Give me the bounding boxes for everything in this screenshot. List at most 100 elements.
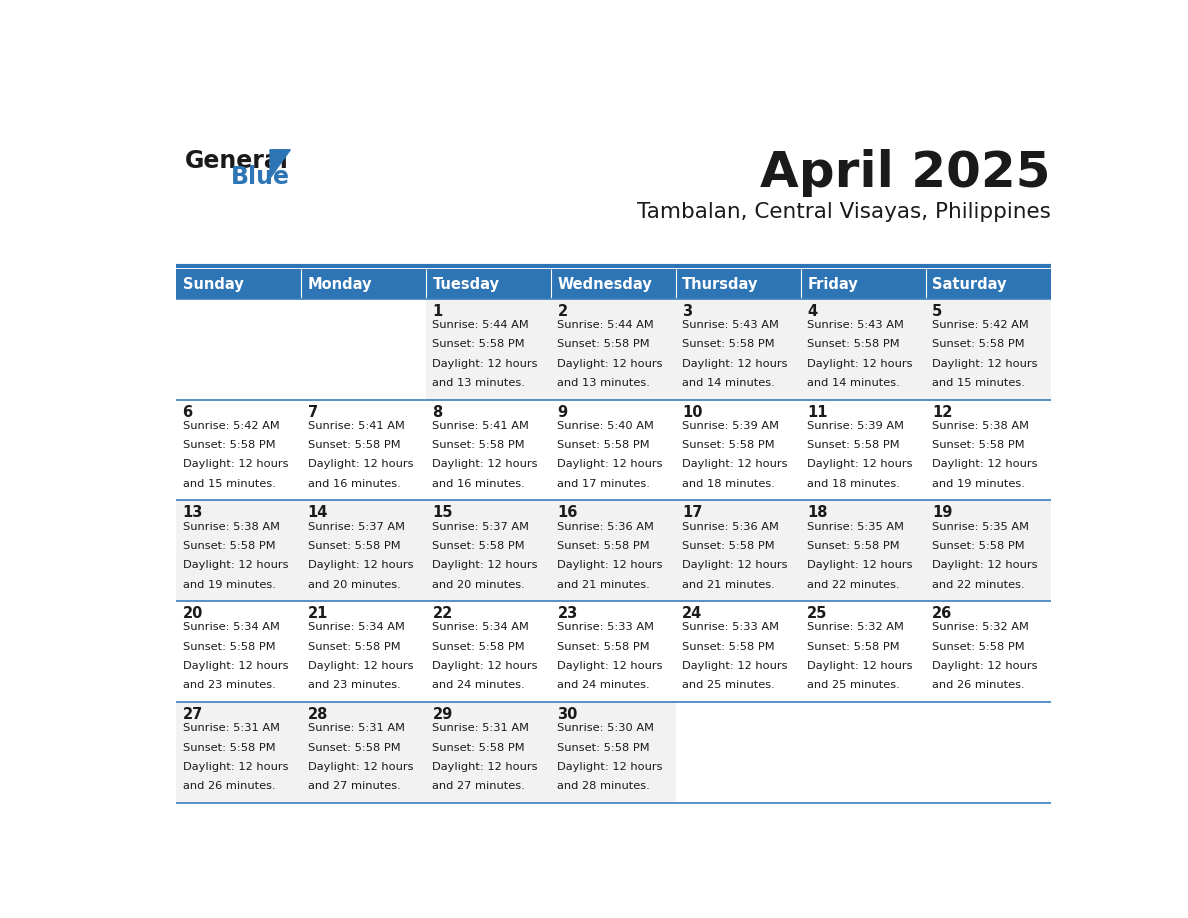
Text: and 23 minutes.: and 23 minutes. <box>308 680 400 690</box>
Bar <box>801 601 925 702</box>
Text: and 15 minutes.: and 15 minutes. <box>183 479 276 488</box>
Text: 5: 5 <box>933 304 942 319</box>
Bar <box>551 601 676 702</box>
Text: and 23 minutes.: and 23 minutes. <box>183 680 276 690</box>
Polygon shape <box>270 150 290 178</box>
Text: and 26 minutes.: and 26 minutes. <box>933 680 1025 690</box>
Text: Sunset: 5:58 PM: Sunset: 5:58 PM <box>308 441 400 450</box>
Text: and 18 minutes.: and 18 minutes. <box>682 479 776 488</box>
Text: Sunset: 5:58 PM: Sunset: 5:58 PM <box>557 642 650 652</box>
Text: Sunrise: 5:41 AM: Sunrise: 5:41 AM <box>432 420 530 431</box>
Text: 2: 2 <box>557 304 568 319</box>
Text: Daylight: 12 hours: Daylight: 12 hours <box>682 359 788 369</box>
Text: and 20 minutes.: and 20 minutes. <box>308 579 400 589</box>
Text: Sunset: 5:58 PM: Sunset: 5:58 PM <box>682 642 775 652</box>
Text: Sunset: 5:58 PM: Sunset: 5:58 PM <box>682 340 775 350</box>
Text: 26: 26 <box>933 606 953 621</box>
Text: and 16 minutes.: and 16 minutes. <box>308 479 400 488</box>
Text: Sunset: 5:58 PM: Sunset: 5:58 PM <box>183 743 276 753</box>
Text: and 25 minutes.: and 25 minutes. <box>682 680 775 690</box>
Bar <box>676 500 801 601</box>
Text: Sunset: 5:58 PM: Sunset: 5:58 PM <box>808 541 901 551</box>
Text: Sunrise: 5:39 AM: Sunrise: 5:39 AM <box>808 420 904 431</box>
Text: Sunrise: 5:33 AM: Sunrise: 5:33 AM <box>682 622 779 633</box>
Text: Daylight: 12 hours: Daylight: 12 hours <box>808 560 912 570</box>
Bar <box>801 269 925 299</box>
Text: Sunset: 5:58 PM: Sunset: 5:58 PM <box>933 441 1025 450</box>
Text: Sunrise: 5:31 AM: Sunrise: 5:31 AM <box>308 723 405 733</box>
Text: and 16 minutes.: and 16 minutes. <box>432 479 525 488</box>
Bar <box>801 299 925 399</box>
Text: Saturday: Saturday <box>933 276 1006 292</box>
Text: 4: 4 <box>808 304 817 319</box>
Bar <box>426 399 551 500</box>
Text: Daylight: 12 hours: Daylight: 12 hours <box>808 460 912 469</box>
Text: Sunset: 5:58 PM: Sunset: 5:58 PM <box>682 441 775 450</box>
Text: and 24 minutes.: and 24 minutes. <box>557 680 650 690</box>
Text: Daylight: 12 hours: Daylight: 12 hours <box>557 359 663 369</box>
Text: 24: 24 <box>682 606 702 621</box>
Text: Sunrise: 5:31 AM: Sunrise: 5:31 AM <box>183 723 279 733</box>
Text: Sunset: 5:58 PM: Sunset: 5:58 PM <box>432 340 525 350</box>
Bar <box>801 500 925 601</box>
Text: 7: 7 <box>308 405 317 420</box>
Bar <box>426 500 551 601</box>
Bar <box>301 702 426 803</box>
Bar <box>551 299 676 399</box>
Text: Sunrise: 5:44 AM: Sunrise: 5:44 AM <box>557 320 655 330</box>
Text: and 27 minutes.: and 27 minutes. <box>432 781 525 791</box>
Bar <box>176 601 301 702</box>
Text: and 25 minutes.: and 25 minutes. <box>808 680 901 690</box>
Bar <box>551 269 676 299</box>
Text: Sunrise: 5:30 AM: Sunrise: 5:30 AM <box>557 723 655 733</box>
Text: Sunset: 5:58 PM: Sunset: 5:58 PM <box>432 541 525 551</box>
Text: Sunrise: 5:43 AM: Sunrise: 5:43 AM <box>808 320 904 330</box>
Text: and 13 minutes.: and 13 minutes. <box>432 378 525 388</box>
Bar <box>925 500 1051 601</box>
Text: and 13 minutes.: and 13 minutes. <box>557 378 650 388</box>
Bar <box>925 269 1051 299</box>
Text: Sunset: 5:58 PM: Sunset: 5:58 PM <box>308 642 400 652</box>
Text: Sunrise: 5:42 AM: Sunrise: 5:42 AM <box>933 320 1029 330</box>
Text: Daylight: 12 hours: Daylight: 12 hours <box>183 460 287 469</box>
Text: Daylight: 12 hours: Daylight: 12 hours <box>183 560 287 570</box>
Bar <box>676 702 801 803</box>
Text: Daylight: 12 hours: Daylight: 12 hours <box>557 460 663 469</box>
Text: 29: 29 <box>432 707 453 722</box>
Text: 19: 19 <box>933 506 953 521</box>
Text: Friday: Friday <box>808 276 858 292</box>
Text: Tambalan, Central Visayas, Philippines: Tambalan, Central Visayas, Philippines <box>637 202 1051 222</box>
Text: Sunrise: 5:40 AM: Sunrise: 5:40 AM <box>557 420 655 431</box>
Text: Daylight: 12 hours: Daylight: 12 hours <box>308 460 413 469</box>
Text: Sunrise: 5:34 AM: Sunrise: 5:34 AM <box>308 622 404 633</box>
Text: Blue: Blue <box>232 165 290 189</box>
Text: Daylight: 12 hours: Daylight: 12 hours <box>808 661 912 671</box>
Text: Sunset: 5:58 PM: Sunset: 5:58 PM <box>183 541 276 551</box>
Text: 28: 28 <box>308 707 328 722</box>
Text: Sunset: 5:58 PM: Sunset: 5:58 PM <box>557 743 650 753</box>
Text: and 19 minutes.: and 19 minutes. <box>933 479 1025 488</box>
Text: Sunrise: 5:37 AM: Sunrise: 5:37 AM <box>308 521 405 532</box>
Text: 6: 6 <box>183 405 192 420</box>
Text: 8: 8 <box>432 405 443 420</box>
Text: and 26 minutes.: and 26 minutes. <box>183 781 276 791</box>
Text: Sunrise: 5:39 AM: Sunrise: 5:39 AM <box>682 420 779 431</box>
Text: Sunrise: 5:34 AM: Sunrise: 5:34 AM <box>183 622 279 633</box>
Bar <box>801 399 925 500</box>
Text: 11: 11 <box>808 405 828 420</box>
Text: Sunday: Sunday <box>183 276 244 292</box>
Text: General: General <box>185 149 289 173</box>
Text: Daylight: 12 hours: Daylight: 12 hours <box>557 762 663 772</box>
Text: Daylight: 12 hours: Daylight: 12 hours <box>308 661 413 671</box>
Bar <box>925 399 1051 500</box>
Text: Sunset: 5:58 PM: Sunset: 5:58 PM <box>682 541 775 551</box>
Text: Sunrise: 5:37 AM: Sunrise: 5:37 AM <box>432 521 530 532</box>
Text: 17: 17 <box>682 506 703 521</box>
Bar <box>176 399 301 500</box>
Text: 10: 10 <box>682 405 703 420</box>
Text: and 15 minutes.: and 15 minutes. <box>933 378 1025 388</box>
Text: Tuesday: Tuesday <box>432 276 499 292</box>
Text: and 14 minutes.: and 14 minutes. <box>808 378 901 388</box>
Text: 13: 13 <box>183 506 203 521</box>
Bar <box>551 500 676 601</box>
